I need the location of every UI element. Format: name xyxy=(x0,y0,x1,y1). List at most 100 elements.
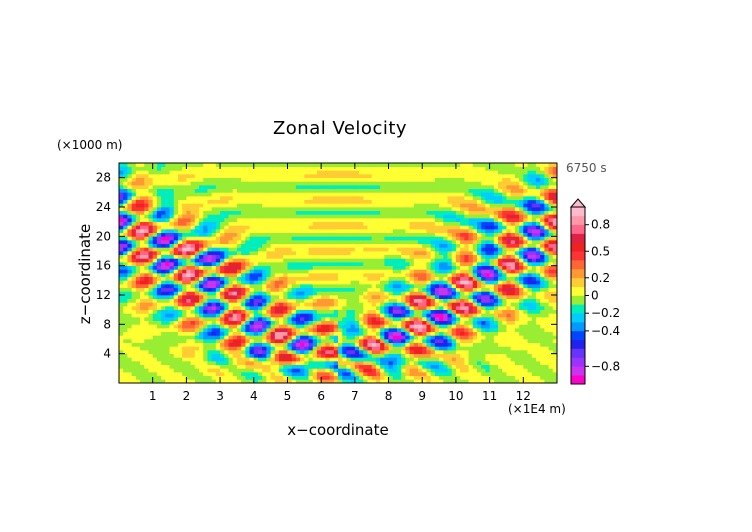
heatmap-cell xyxy=(127,368,132,373)
heatmap-cell xyxy=(224,320,229,325)
heatmap-cell xyxy=(173,353,179,358)
heatmap-cell xyxy=(409,339,415,344)
heatmap-cell xyxy=(321,298,326,303)
heatmap-cell xyxy=(161,284,166,289)
heatmap-cell xyxy=(447,251,453,256)
heatmap-cell xyxy=(510,214,516,219)
heatmap-cell xyxy=(173,324,179,329)
heatmap-cell xyxy=(135,361,141,366)
heatmap-cell xyxy=(439,221,444,226)
heatmap-cell xyxy=(249,240,255,245)
heatmap-cell xyxy=(173,240,179,245)
heatmap-cell xyxy=(211,328,217,333)
heatmap-cell xyxy=(257,298,263,303)
heatmap-cell xyxy=(190,353,196,358)
heatmap-cell xyxy=(325,295,330,300)
heatmap-cell xyxy=(413,269,419,274)
heatmap-cell xyxy=(135,353,141,358)
heatmap-cell xyxy=(123,306,128,311)
heatmap-cell xyxy=(207,379,212,384)
heatmap-cell xyxy=(236,280,242,285)
heatmap-cell xyxy=(194,361,200,366)
heatmap-cell xyxy=(443,372,448,377)
heatmap-cell xyxy=(152,328,158,333)
heatmap-cell xyxy=(215,214,221,219)
heatmap-cell xyxy=(447,273,453,278)
heatmap-cell xyxy=(241,379,246,384)
heatmap-cell xyxy=(531,361,537,366)
heatmap-cell xyxy=(190,247,196,252)
heatmap-cell xyxy=(531,247,537,252)
heatmap-cell xyxy=(186,240,191,245)
heatmap-cell xyxy=(519,331,524,336)
heatmap-cell xyxy=(523,287,528,292)
heatmap-cell xyxy=(426,364,431,369)
heatmap-cell xyxy=(131,364,137,369)
heatmap-cell xyxy=(152,258,158,263)
heatmap-cell xyxy=(287,251,293,256)
heatmap-cell xyxy=(489,328,495,333)
heatmap-cell xyxy=(283,372,288,377)
heatmap-cell xyxy=(300,221,305,226)
heatmap-cell xyxy=(413,339,419,344)
heatmap-cell xyxy=(257,269,263,274)
heatmap-cell xyxy=(165,361,170,366)
heatmap-cell xyxy=(182,320,187,325)
heatmap-cell xyxy=(472,284,478,289)
heatmap-cell xyxy=(127,232,132,237)
heatmap-cell xyxy=(544,214,549,219)
heatmap-cell xyxy=(279,243,284,248)
heatmap-cell xyxy=(439,339,444,344)
heatmap-cell xyxy=(236,353,242,358)
heatmap-cell xyxy=(464,379,469,384)
heatmap-cell xyxy=(350,229,356,234)
heatmap-cell xyxy=(354,214,360,219)
heatmap-cell xyxy=(207,254,212,259)
heatmap-cell xyxy=(211,243,217,248)
heatmap-cell xyxy=(346,284,351,289)
heatmap-cell xyxy=(304,295,309,300)
heatmap-cell xyxy=(182,214,187,219)
heatmap-cell xyxy=(548,276,554,281)
heatmap-cell xyxy=(152,379,158,384)
heatmap-cell xyxy=(346,368,351,373)
heatmap-cell xyxy=(363,379,368,384)
heatmap-cell xyxy=(232,225,238,230)
heatmap-cell xyxy=(338,375,343,380)
heatmap-cell xyxy=(481,243,486,248)
heatmap-cell xyxy=(514,254,520,259)
heatmap-cell xyxy=(371,210,377,215)
heatmap-cell xyxy=(350,221,356,226)
heatmap-cell xyxy=(329,364,335,369)
heatmap-cell xyxy=(548,265,554,270)
heatmap-cell xyxy=(514,240,520,245)
heatmap-cell xyxy=(291,335,297,340)
heatmap-cell xyxy=(510,269,516,274)
heatmap-cell xyxy=(312,353,318,358)
heatmap-cell xyxy=(207,247,212,252)
heatmap-cell xyxy=(359,232,364,237)
heatmap-cell xyxy=(430,280,436,285)
heatmap-cell xyxy=(148,251,154,256)
heatmap-cell xyxy=(207,364,212,369)
heatmap-cell xyxy=(413,276,419,281)
heatmap-cell xyxy=(380,295,385,300)
heatmap-cell xyxy=(384,375,389,380)
heatmap-cell xyxy=(388,353,394,358)
heatmap-cell xyxy=(498,353,503,358)
heatmap-cell xyxy=(388,287,394,292)
heatmap-cell xyxy=(510,331,516,336)
heatmap-cell xyxy=(434,313,440,318)
heatmap-cell xyxy=(354,254,360,259)
heatmap-cell xyxy=(422,276,427,281)
heatmap-cell xyxy=(455,221,461,226)
heatmap-cell xyxy=(443,273,448,278)
heatmap-cell xyxy=(531,309,537,314)
heatmap-cell xyxy=(182,346,187,351)
heatmap-cell xyxy=(245,328,250,333)
heatmap-cell xyxy=(434,357,440,362)
heatmap-cell xyxy=(232,357,238,362)
heatmap-cell xyxy=(434,269,440,274)
heatmap-cell xyxy=(409,247,415,252)
heatmap-cell xyxy=(144,357,149,362)
